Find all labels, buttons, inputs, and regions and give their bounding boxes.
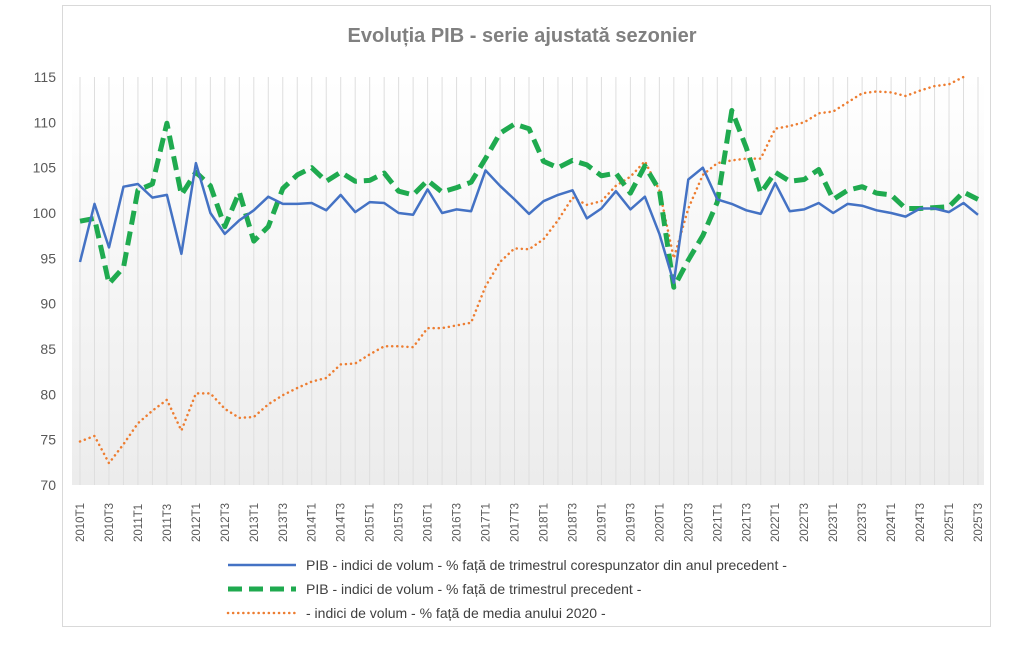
x-tick-label: 2025T3 (973, 503, 985, 542)
x-tick-label: 2020T3 (683, 503, 695, 542)
x-tick-label: 2013T1 (249, 503, 261, 542)
x-tick-label: 2015T3 (394, 503, 406, 542)
x-tick-label: 2019T1 (596, 503, 608, 542)
x-tick-label: 2018T1 (538, 503, 550, 542)
x-tick-label: 2011T3 (162, 504, 174, 542)
y-tick-label: 80 (40, 386, 56, 402)
legend-label: - indici de volum - % față de media anul… (306, 605, 606, 621)
x-tick-label: 2023T1 (828, 503, 840, 542)
x-tick-label: 2012T1 (191, 503, 203, 542)
y-tick-label: 100 (33, 205, 57, 221)
x-tick-label: 2021T3 (741, 503, 753, 542)
x-tick-label: 2016T3 (452, 503, 464, 542)
y-tick-label: 70 (40, 477, 56, 493)
legend-label: PIB - indici de volum - % față de trimes… (306, 581, 642, 597)
series-line-1 (79, 108, 980, 290)
x-tick-label: 2020T1 (654, 503, 666, 542)
x-tick-label: 2025T1 (944, 503, 956, 542)
x-tick-label: 2010T3 (104, 503, 116, 542)
x-tick-label: 2013T3 (278, 503, 290, 542)
y-tick-label: 115 (34, 69, 57, 85)
x-tick-label: 2022T1 (770, 503, 782, 542)
x-tick-label: 2014T1 (307, 503, 319, 542)
x-tick-label: 2019T3 (625, 503, 637, 542)
x-tick-label: 2010T1 (75, 503, 87, 542)
plot-background (72, 77, 984, 485)
x-tick-label: 2021T1 (712, 503, 724, 542)
x-tick-label: 2017T1 (481, 503, 493, 542)
y-tick-label: 95 (40, 250, 56, 266)
y-tick-label: 110 (34, 114, 57, 130)
x-tick-label: 2011T1 (133, 504, 145, 542)
x-tick-label: 2017T3 (510, 503, 522, 542)
y-tick-label: 105 (33, 160, 57, 176)
x-tick-label: 2024T1 (886, 503, 898, 542)
y-tick-label: 85 (40, 341, 56, 357)
y-tick-label: 75 (40, 432, 56, 448)
series-line-2 (78, 75, 965, 465)
x-tick-label: 2022T3 (799, 503, 811, 542)
x-tick-label: 2018T3 (567, 503, 579, 542)
x-tick-label: 2016T1 (423, 503, 435, 542)
x-tick-label: 2024T3 (915, 503, 927, 542)
x-tick-label: 2014T3 (336, 503, 348, 542)
x-tick-label: 2012T3 (220, 503, 232, 542)
y-tick-label: 90 (40, 296, 56, 312)
legend-label: PIB - indici de volum - % față de trimes… (306, 557, 787, 573)
x-tick-label: 2023T3 (857, 503, 869, 542)
chart-title: Evoluția PIB - serie ajustată sezonier (347, 25, 696, 47)
x-tick-label: 2015T1 (365, 503, 377, 542)
